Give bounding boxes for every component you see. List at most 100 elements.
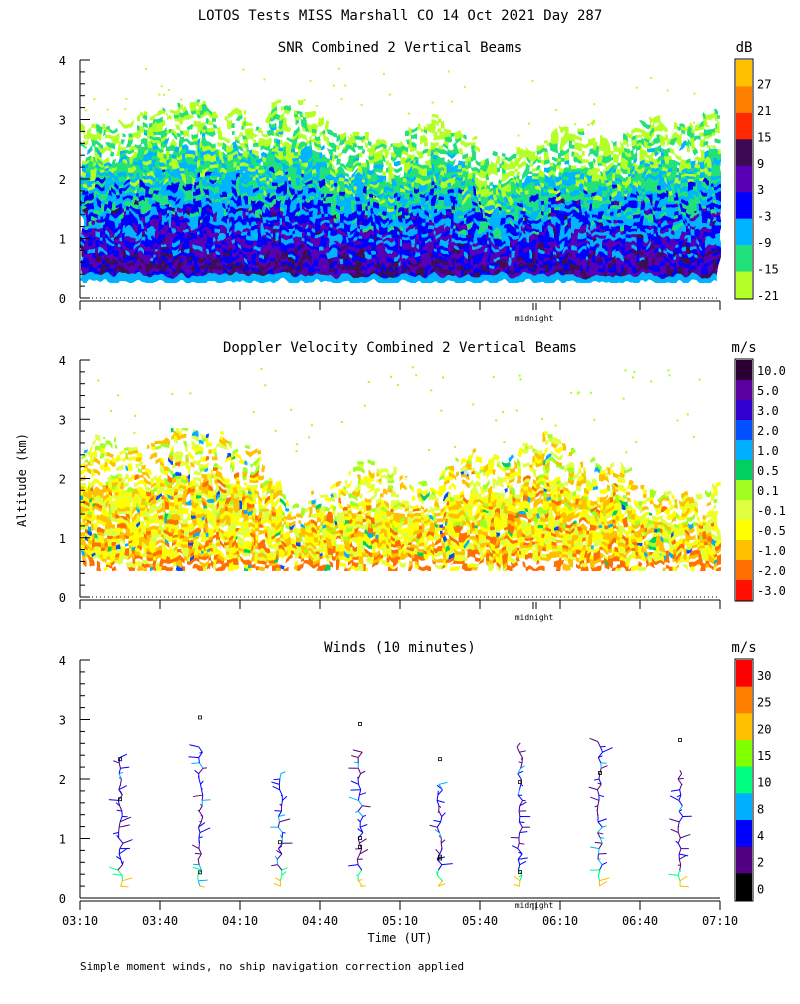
- field-cell: [240, 211, 245, 215]
- field-cell: [544, 193, 549, 197]
- field-cell: [500, 178, 505, 182]
- field-cell: [96, 168, 101, 172]
- field-cell: [528, 271, 533, 275]
- field-cell: [520, 243, 525, 247]
- field-cell: [588, 178, 593, 182]
- field-cell: [432, 182, 437, 186]
- field-cell: [212, 246, 217, 250]
- field-cell: [132, 243, 137, 247]
- field-cell: [300, 168, 305, 172]
- field-cell: [292, 132, 297, 136]
- field-cell: [320, 278, 325, 282]
- field-cell: [540, 253, 545, 257]
- field-cell: [236, 275, 241, 279]
- field-cell: [144, 186, 149, 190]
- field-cell: [572, 268, 577, 272]
- field-cell: [364, 268, 369, 272]
- field-cell: [88, 182, 93, 186]
- field-cell: [112, 175, 117, 179]
- field-cell: [572, 253, 577, 257]
- field-cell: [364, 221, 369, 225]
- field-cell: [180, 175, 185, 179]
- field-cell: [100, 143, 105, 147]
- field-cell: [156, 214, 161, 218]
- field-cell: [136, 253, 141, 257]
- field-cell: [572, 250, 577, 254]
- field-cell: [108, 193, 113, 197]
- field-cell: [284, 178, 289, 182]
- field-cell: [464, 168, 469, 172]
- field-cell: [172, 189, 177, 193]
- field-cell: [216, 161, 221, 165]
- field-cell: [216, 253, 221, 257]
- field-cell: [512, 182, 517, 186]
- field-cell: [516, 278, 521, 282]
- field-cell: [348, 257, 353, 261]
- field-cell: [232, 243, 237, 247]
- field-cell: [416, 164, 421, 168]
- field-cell: [444, 253, 449, 257]
- field-cell: [564, 136, 569, 140]
- field-cell: [580, 250, 585, 254]
- field-cell: [552, 261, 557, 265]
- field-cell: [412, 146, 417, 150]
- field-cell: [472, 171, 477, 175]
- field-cell: [96, 182, 101, 186]
- field-cell: [588, 275, 593, 279]
- field-cell: [448, 264, 453, 268]
- field-cell: [384, 168, 389, 172]
- field-cell: [176, 211, 181, 215]
- field-cell: [328, 161, 333, 165]
- field-cell: [296, 118, 301, 122]
- field-cell: [504, 186, 509, 190]
- field-cell: [508, 253, 513, 257]
- field-cell: [460, 246, 465, 250]
- field-cell: [196, 125, 201, 129]
- field-cell: [536, 200, 541, 204]
- field-cell: [528, 178, 533, 182]
- field-cell: [124, 200, 129, 204]
- field-cell: [256, 196, 261, 200]
- field-cell: [92, 161, 97, 165]
- field-cell: [176, 225, 181, 229]
- field-cell: [508, 175, 513, 179]
- field-cell: [416, 175, 421, 179]
- field-cell: [568, 221, 573, 225]
- field-cell: [288, 136, 293, 140]
- field-cell: [300, 228, 305, 232]
- field-cell: [380, 214, 385, 218]
- field-cell: [364, 196, 369, 200]
- field-cell: [96, 164, 101, 168]
- field-cell: [336, 196, 341, 200]
- field-cell: [164, 232, 169, 236]
- field-cell: [232, 128, 237, 132]
- field-cell: [192, 271, 197, 275]
- field-cell: [260, 236, 265, 240]
- field-cell: [208, 253, 213, 257]
- field-cell: [176, 275, 181, 279]
- field-cell: [372, 189, 377, 193]
- field-cell: [156, 253, 161, 257]
- field-cell: [540, 193, 545, 197]
- field-cell: [248, 196, 253, 200]
- field-cell: [484, 271, 489, 275]
- field-cell: [496, 278, 501, 282]
- field-cell: [536, 236, 541, 240]
- field-cell: [544, 250, 549, 254]
- field-cell: [524, 175, 529, 179]
- field-cell: [120, 189, 125, 193]
- field-cell: [160, 275, 165, 279]
- field-cell: [288, 236, 293, 240]
- field-cell: [472, 243, 477, 247]
- field-cell: [152, 193, 157, 197]
- field-cell: [364, 239, 369, 243]
- field-cell: [148, 243, 153, 247]
- field-cell: [192, 103, 197, 107]
- field-cell: [364, 164, 369, 168]
- field-cell: [244, 121, 249, 125]
- field-cell: [156, 182, 161, 186]
- field-cell: [316, 164, 321, 168]
- field-cell: [204, 164, 209, 168]
- field-cell: [108, 200, 113, 204]
- field-cell: [464, 161, 469, 165]
